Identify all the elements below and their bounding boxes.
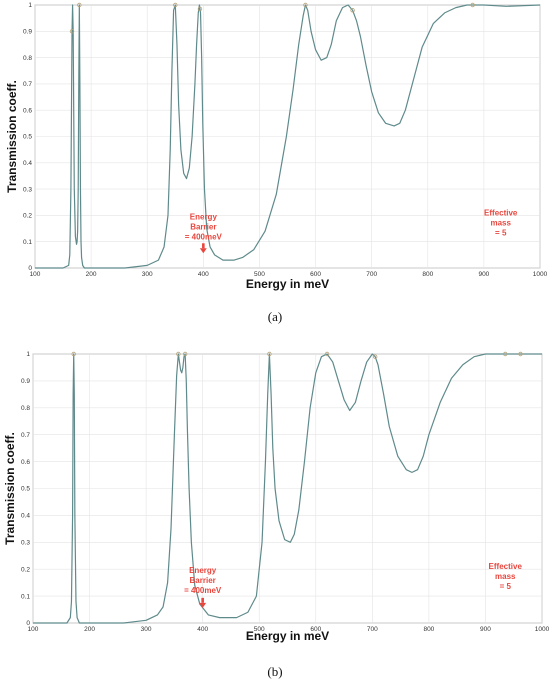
mass-annotation: = 5	[495, 228, 507, 237]
x-tick-label: 400	[198, 271, 209, 278]
panel-caption: (b)	[267, 664, 282, 679]
panel-caption: (a)	[268, 309, 282, 324]
x-tick-label: 500	[254, 271, 265, 278]
y-tick-label: 0.8	[21, 405, 30, 412]
resonance-marker	[350, 8, 355, 13]
y-tick-label: 0.3	[23, 186, 32, 193]
barrier-annotation: Barrier	[190, 222, 216, 231]
y-tick-label: 0.2	[23, 213, 32, 220]
x-tick-label: 800	[422, 271, 433, 278]
mass-annotation: Effective	[484, 208, 518, 217]
resonance-marker	[182, 351, 188, 357]
resonance-marker	[324, 351, 330, 357]
y-tick-label: 0.4	[21, 513, 30, 520]
x-tick-label: 600	[310, 271, 321, 278]
x-axis-label: Energy in meV	[246, 629, 329, 643]
y-axis-label: Transmission coeff.	[5, 80, 19, 193]
y-tick-label: 0.2	[21, 566, 30, 573]
resonance-marker	[173, 2, 178, 8]
x-tick-label: 700	[367, 626, 378, 633]
y-tick-label: 0.6	[23, 107, 32, 114]
x-tick-label: 200	[84, 626, 95, 633]
barrier-arrow-icon	[199, 248, 207, 254]
mass-annotation: Effective	[489, 562, 523, 571]
x-tick-label: 1000	[535, 626, 550, 633]
x-tick-label: 700	[366, 271, 377, 278]
barrier-annotation: Energy	[189, 566, 217, 575]
mass-annotation: mass	[495, 572, 516, 581]
y-tick-label: 0.4	[23, 160, 32, 167]
mass-annotation: = 5	[500, 582, 512, 591]
resonance-marker	[176, 351, 181, 357]
chart-panel-a: 100 200 300 400 500 600 700 800 900 1000 0 0.1 0.2 0.…	[5, 2, 548, 324]
resonance-marker	[267, 351, 272, 357]
barrier-arrow-icon	[199, 602, 207, 608]
barrier-arrow-icon	[201, 597, 204, 603]
x-tick-label: 100	[30, 271, 41, 278]
y-tick-label: 0	[28, 265, 32, 272]
y-tick-label: 0.1	[21, 593, 30, 600]
y-tick-label: 0.8	[23, 55, 32, 62]
x-tick-label: 300	[141, 626, 152, 633]
x-tick-label: 900	[478, 271, 489, 278]
chart-panel-b: 100 200 300 400 500 600 700 800 900 1000 0 0.1 0.2 0.…	[3, 351, 550, 679]
resonance-marker	[503, 351, 508, 357]
x-tick-label: 200	[86, 271, 97, 278]
resonance-marker	[470, 2, 475, 8]
transmission-curve	[33, 353, 542, 624]
x-tick-label: 400	[197, 626, 208, 633]
resonance-marker	[71, 351, 76, 357]
y-tick-label: 0.6	[21, 459, 30, 466]
y-tick-label: 0.9	[23, 29, 32, 36]
x-axis-label: Energy in meV	[246, 277, 329, 291]
barrier-annotation: = 400meV	[184, 586, 222, 595]
resonance-marker	[197, 6, 203, 12]
x-tick-label: 300	[142, 271, 153, 278]
y-tick-label: 0.3	[21, 540, 30, 547]
barrier-annotation: Energy	[190, 212, 218, 221]
y-tick-label: 0.7	[23, 81, 32, 88]
transmission-curve	[35, 4, 541, 269]
barrier-annotation: = 400meV	[185, 232, 223, 241]
x-tick-label: 600	[310, 626, 321, 633]
x-tick-label: 1000	[533, 271, 548, 278]
y-axis-label: Transmission coeff.	[3, 432, 17, 545]
barrier-annotation: Barrier	[190, 576, 216, 585]
y-tick-label: 0.9	[21, 378, 30, 385]
mass-annotation: mass	[490, 218, 511, 227]
resonance-marker	[303, 2, 308, 8]
x-tick-label: 800	[423, 626, 434, 633]
y-tick-label: 1	[28, 2, 32, 9]
y-tick-label: 0.5	[21, 486, 30, 493]
y-tick-label: 0.5	[23, 134, 32, 141]
x-tick-label: 100	[28, 626, 39, 633]
resonance-marker	[69, 29, 75, 34]
barrier-arrow-icon	[202, 243, 205, 249]
y-tick-label: 1	[26, 351, 30, 358]
y-tick-label: 0	[26, 620, 30, 627]
resonance-marker	[77, 2, 82, 8]
y-tick-label: 0.7	[21, 432, 30, 439]
resonance-marker	[518, 351, 523, 357]
x-tick-label: 900	[480, 626, 491, 633]
x-tick-label: 500	[254, 626, 265, 633]
y-tick-label: 0.1	[23, 239, 32, 246]
resonance-marker	[372, 354, 378, 359]
